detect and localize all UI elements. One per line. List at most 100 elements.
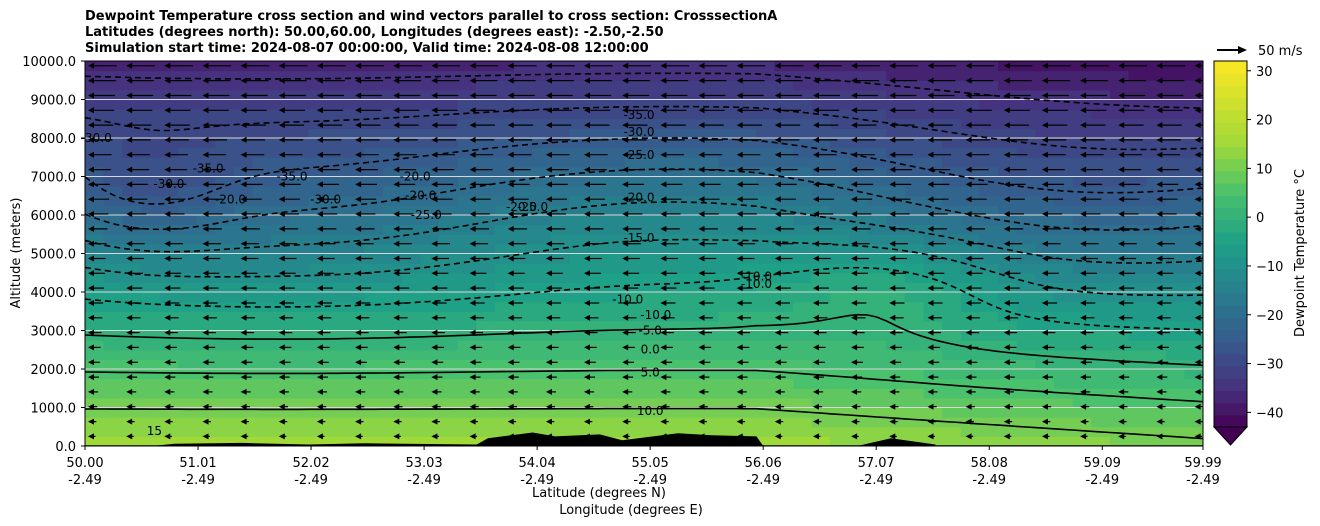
wind-vector-head	[164, 314, 171, 321]
field-cell	[234, 301, 254, 312]
field-cell	[1109, 118, 1129, 129]
field-cell	[811, 70, 831, 81]
field-cell	[327, 320, 347, 332]
field-cell	[271, 378, 291, 389]
field-cell	[103, 417, 123, 428]
wind-vector-head	[813, 62, 819, 69]
wind-vector-head	[851, 359, 858, 366]
wind-vector-head	[622, 255, 629, 262]
field-cell	[1165, 272, 1185, 283]
field-cell	[1091, 330, 1111, 341]
wind-vector-head	[545, 151, 552, 158]
wind-vector-head	[1041, 77, 1048, 84]
field-cell	[234, 186, 254, 197]
field-cell	[867, 205, 887, 216]
field-cell	[550, 176, 570, 187]
field-cell	[401, 243, 421, 255]
field-cell	[420, 369, 440, 380]
field-cell	[457, 138, 477, 149]
field-cell	[1072, 263, 1092, 274]
field-cell	[308, 176, 328, 187]
field-cell	[830, 263, 850, 274]
wind-vector-head	[698, 77, 705, 84]
field-cell	[122, 407, 142, 418]
field-cell	[1128, 176, 1148, 187]
wind-vector-head	[927, 270, 934, 277]
wind-vector-head	[698, 433, 705, 440]
field-cell	[737, 359, 757, 370]
field-cell	[1016, 147, 1036, 158]
wind-vector-head	[1003, 374, 1010, 381]
field-cell	[942, 205, 962, 216]
wind-vector-head	[1194, 344, 1201, 351]
field-cell	[625, 128, 645, 139]
wind-vector-head	[393, 92, 400, 99]
field-cell	[998, 138, 1018, 149]
field-cell	[625, 138, 645, 149]
field-cell	[1184, 176, 1203, 187]
field-cell	[1091, 263, 1111, 274]
field-cell	[345, 186, 366, 197]
wind-vector-head	[889, 107, 896, 114]
field-cell	[1072, 186, 1092, 197]
field-cell	[886, 272, 906, 283]
field-cell	[606, 272, 626, 283]
field-cell	[1035, 176, 1055, 187]
y-tick-label: 8000.0	[31, 132, 77, 147]
field-cell	[923, 292, 943, 303]
field-cell	[979, 378, 999, 389]
field-cell	[159, 272, 179, 283]
field-cell	[1091, 301, 1111, 312]
field-cell	[1147, 388, 1167, 399]
wind-vector-head	[1080, 240, 1087, 247]
field-cell	[401, 224, 421, 235]
field-cell	[290, 215, 310, 226]
field-cell	[271, 234, 291, 245]
contour-line-0	[85, 313, 1203, 367]
field-cell	[122, 330, 142, 341]
wind-vector-head	[1156, 211, 1163, 217]
field-cell	[513, 263, 533, 274]
y-axis: 0.01000.02000.03000.04000.05000.06000.07…	[22, 55, 85, 455]
wind-vector-head	[393, 255, 400, 262]
field-cell	[979, 388, 999, 399]
field-cell	[1128, 330, 1148, 341]
wind-vector-head	[164, 181, 171, 188]
field-cell	[383, 128, 403, 139]
field-cell	[178, 243, 198, 255]
field-cell	[904, 109, 925, 120]
field-cell	[979, 118, 999, 129]
field-cell	[755, 195, 775, 206]
field-cell	[1053, 99, 1074, 110]
field-cell	[1128, 138, 1148, 149]
field-cell	[308, 340, 328, 351]
wind-vector-head	[1003, 388, 1010, 395]
wind-vector-head	[889, 136, 896, 143]
wind-vector-head	[431, 300, 438, 306]
field-cell	[867, 388, 887, 399]
wind-vector-head	[622, 211, 629, 217]
wind-vector-head	[126, 374, 133, 381]
field-cell	[271, 311, 291, 322]
field-cell	[345, 330, 366, 341]
field-cell	[476, 243, 496, 255]
wind-vector-head	[1041, 270, 1048, 277]
field-cell	[476, 417, 496, 428]
field-cell	[271, 215, 291, 226]
field-cell	[85, 205, 105, 216]
field-cell	[178, 292, 198, 303]
field-cell	[867, 397, 887, 409]
field-cell	[345, 118, 366, 129]
field-cell	[718, 330, 738, 341]
field-cell	[290, 320, 310, 332]
field-cell	[252, 263, 272, 274]
field-cell	[942, 147, 962, 158]
field-cell	[849, 224, 869, 235]
wind-vector-head	[813, 122, 819, 129]
wind-vector-head	[1003, 62, 1010, 69]
field-cell	[159, 263, 179, 274]
field-cell	[737, 176, 757, 187]
field-cell	[234, 215, 254, 226]
field-cell	[1091, 224, 1111, 235]
wind-vector-head	[316, 62, 323, 69]
